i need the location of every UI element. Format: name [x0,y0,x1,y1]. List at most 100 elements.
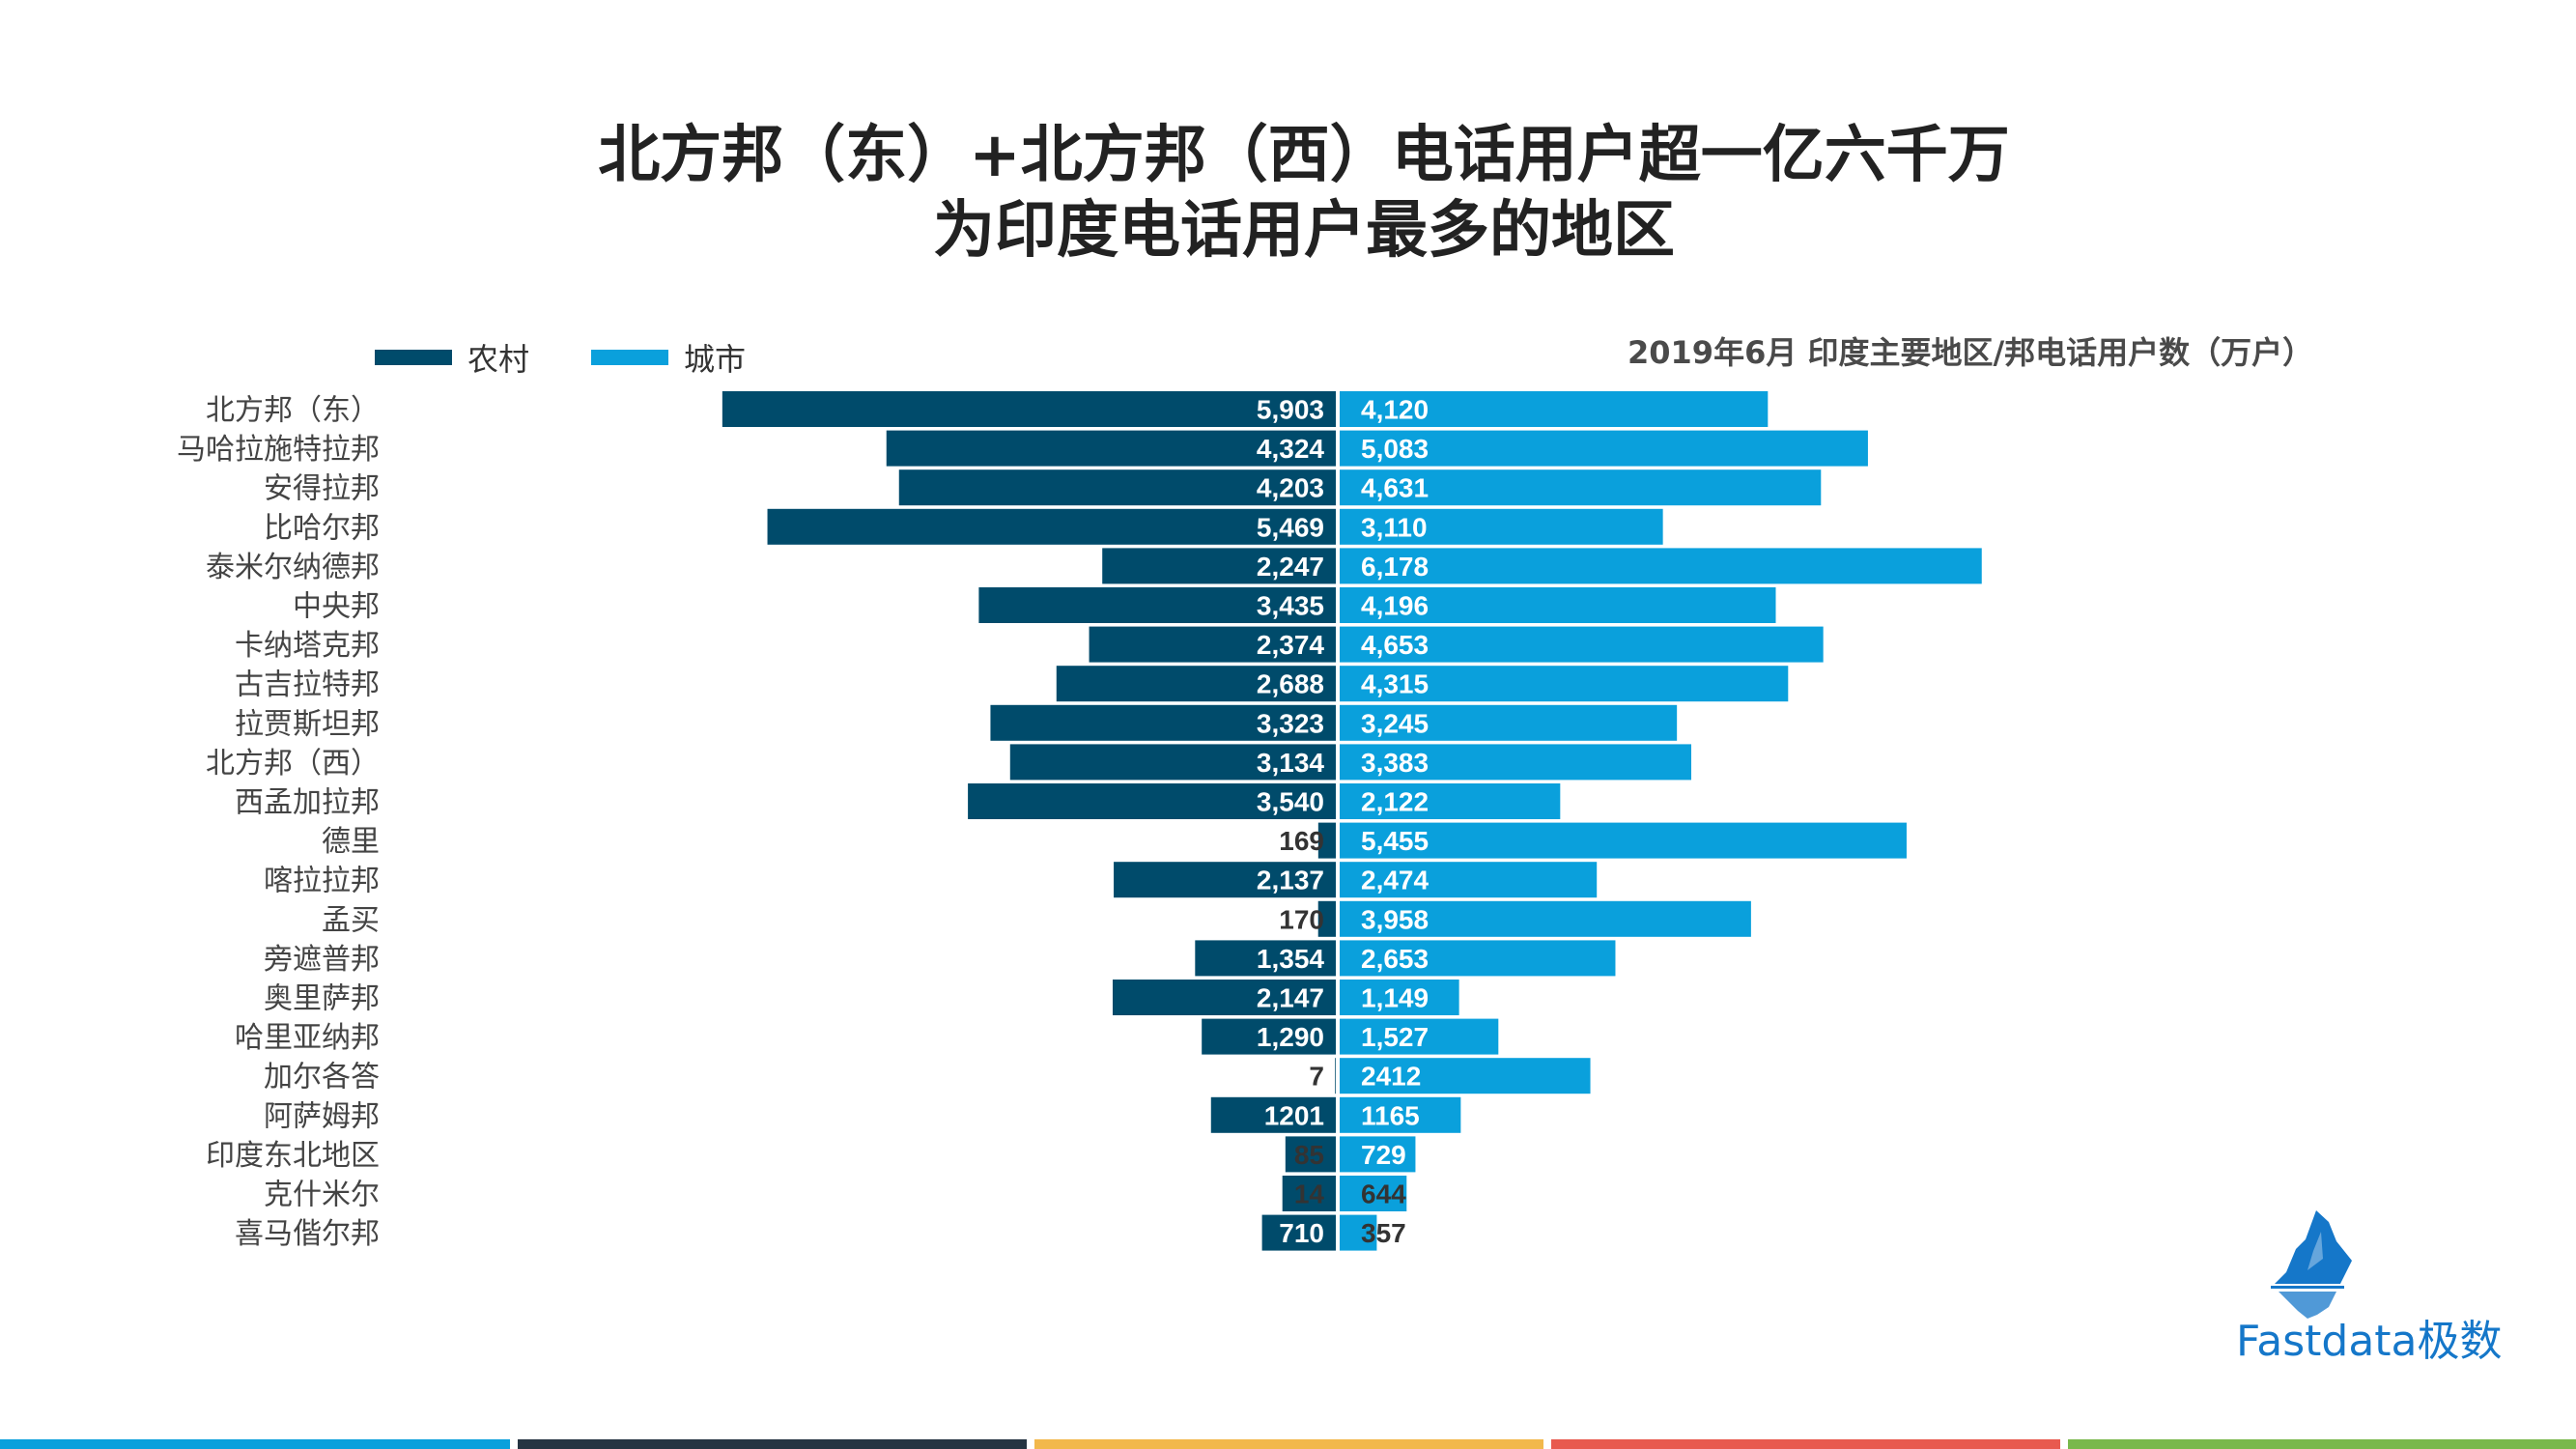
rural-bar [1317,900,1336,937]
category-label: 古吉拉特邦 [235,668,380,702]
urban-value-label: 5,455 [1361,826,1429,856]
category-label: 奥里萨邦 [264,982,380,1016]
urban-bar [1340,1058,1591,1094]
footer-stripe-5 [2068,1439,2576,1449]
urban-value-label: 4,315 [1361,669,1429,699]
rural-bar [1335,1058,1336,1094]
urban-bar [1340,1214,1377,1251]
brand-name: Fastdata极数 [2236,1317,2503,1366]
urban-value-label: 644 [1361,1179,1406,1209]
footer-stripe-3 [1034,1439,1543,1449]
rural-value-label: 2,374 [1257,630,1324,660]
title-line-1: 北方邦（东）+北方邦（西）电话用户超一亿六千万 [598,120,2010,191]
rural-bar [1261,1214,1336,1251]
category-label: 泰米尔纳德邦 [206,551,380,584]
category-label: 西孟加拉邦 [235,786,380,820]
category-label: 北方邦（东） [206,394,380,428]
urban-bar [1340,980,1459,1015]
rural-bar [1102,548,1336,584]
rural-bar [1009,744,1336,781]
category-label: 印度东北地区 [206,1139,380,1173]
category-label: 北方邦（西） [206,747,380,781]
urban-bar [1340,587,1776,623]
urban-value-label: 4,196 [1361,591,1429,621]
category-label: 卡纳塔克邦 [235,629,380,663]
category-label: 马哈拉施特拉邦 [177,433,380,467]
urban-bar [1340,744,1692,781]
urban-value-label: 2,122 [1361,787,1429,817]
rural-value-label: 1,354 [1257,944,1324,974]
urban-value-label: 2,474 [1361,866,1429,895]
iceberg-logo-icon [2271,1210,2352,1319]
urban-value-label: 2412 [1361,1062,1421,1092]
rural-value-label: 2,688 [1257,669,1324,699]
urban-value-label: 3,958 [1361,904,1429,934]
rural-value-label: 169 [1279,826,1324,856]
rural-value-label: 2,137 [1257,866,1324,895]
urban-bar [1340,666,1789,702]
urban-bar [1340,704,1678,741]
legend-rural-swatch [375,350,452,365]
urban-value-label: 5,083 [1361,434,1429,464]
urban-bar [1340,822,1907,859]
rural-bar [990,704,1336,741]
rural-value-label: 4,324 [1257,434,1324,464]
chart-subtitle: 2019年6月 印度主要地区/邦电话用户数（万户） [1628,334,2314,371]
urban-value-label: 4,631 [1361,473,1429,503]
rural-bar [968,783,1336,819]
category-label: 加尔各答 [264,1061,380,1094]
urban-value-label: 6,178 [1361,552,1429,582]
category-label: 孟买 [322,903,380,937]
urban-bar [1340,430,1868,467]
urban-bar [1340,548,1982,584]
urban-bar [1340,940,1616,977]
rural-value-label: 2,247 [1257,552,1324,582]
urban-value-label: 1,527 [1361,1022,1429,1052]
urban-value-label: 357 [1361,1218,1406,1248]
rural-bar [1285,1136,1336,1173]
rural-bar [1056,666,1336,702]
category-label: 德里 [322,825,380,859]
rural-value-label: 14 [1294,1179,1325,1209]
rural-bar [1195,940,1336,977]
urban-value-label: 3,110 [1361,512,1428,542]
category-label: 拉贾斯坦邦 [235,707,380,741]
urban-value-label: 1165 [1361,1100,1420,1130]
category-label: 克什米尔 [264,1179,380,1212]
urban-value-label: 1,149 [1361,983,1429,1013]
urban-bar [1340,1136,1416,1173]
rural-value-label: 3,134 [1257,748,1324,778]
rural-bar [767,508,1336,545]
rural-bar [1089,626,1336,663]
legend-rural: 农村 [375,338,529,378]
rural-value-label: 3,435 [1257,591,1324,621]
footer-stripe-1 [0,1439,510,1449]
urban-bar [1340,391,1769,427]
urban-value-label: 4,120 [1361,395,1429,425]
category-label: 比哈尔邦 [264,511,380,545]
urban-bar [1340,508,1663,545]
urban-value-label: 4,653 [1361,630,1429,660]
rural-bar [978,587,1336,623]
rural-value-label: 1,290 [1257,1022,1324,1052]
rural-bar [1317,822,1336,859]
rural-value-label: 710 [1279,1218,1324,1248]
category-label: 阿萨姆邦 [264,1099,380,1133]
rural-bar [1282,1176,1336,1211]
legend-urban-swatch [591,350,668,365]
category-label: 旁遮普邦 [264,943,380,977]
rural-value-label: 2,147 [1257,983,1324,1013]
urban-bar [1340,1176,1407,1211]
rural-value-label: 4,203 [1257,473,1324,503]
rural-bar [722,391,1336,427]
rural-value-label: 5,469 [1257,512,1324,542]
legend-urban-label: 城市 [684,341,747,378]
urban-bar [1340,783,1561,819]
urban-bar [1340,900,1751,937]
footer-stripe-2 [518,1439,1027,1449]
urban-bar [1340,469,1822,506]
rural-value-label: 3,323 [1257,708,1324,738]
title-line-2: 为印度电话用户最多的地区 [933,195,1675,267]
category-label: 哈里亚纳邦 [235,1021,380,1055]
